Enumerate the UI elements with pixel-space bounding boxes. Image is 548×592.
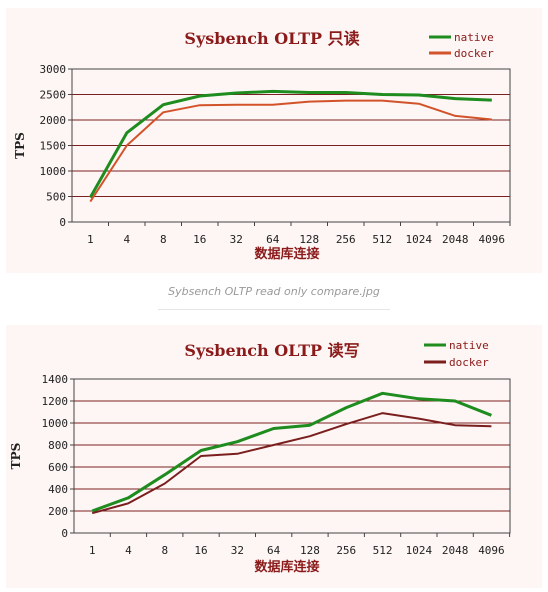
- x-tick-label: 256: [336, 233, 356, 246]
- y-tick-label: 500: [46, 191, 66, 204]
- legend-label-native: native: [449, 339, 489, 352]
- x-tick-label: 4: [125, 544, 132, 557]
- x-tick-label: 512: [373, 544, 393, 557]
- x-tick-label: 4096: [478, 544, 505, 557]
- legend-label-native: native: [454, 31, 494, 44]
- x-tick-label: 128: [299, 233, 319, 246]
- y-tick-label: 3000: [40, 63, 67, 76]
- x-tick-label: 1024: [406, 233, 433, 246]
- chart-title: Sysbench OLTP 读写: [184, 341, 359, 360]
- x-tick-label: 32: [231, 544, 244, 557]
- x-axis-label: 数据库连接: [254, 559, 319, 575]
- x-tick-label: 32: [230, 233, 243, 246]
- y-tick-label: 2000: [40, 114, 67, 127]
- chart-panel-read-only: Sysbench OLTP 只读 native docker 0 500 1000 1500…: [6, 8, 542, 273]
- y-tick-label: 600: [48, 461, 68, 474]
- legend-label-docker: docker: [449, 356, 489, 369]
- y-tick-label: 1000: [42, 417, 69, 430]
- x-tick-label: 2048: [442, 233, 469, 246]
- series-line-native: [88, 89, 492, 199]
- caption-divider: [158, 309, 390, 310]
- y-axis-label: TPS: [9, 443, 23, 470]
- plot-frame: [73, 378, 511, 534]
- y-tick-label: 0: [59, 216, 66, 229]
- y-tick-label: 1200: [42, 395, 69, 408]
- x-tick-label: 8: [160, 233, 167, 246]
- x-tick-label: 64: [267, 544, 281, 557]
- y-tick-label: 1000: [40, 165, 67, 178]
- x-tick-label: 512: [372, 233, 392, 246]
- chart-read-write: Sysbench OLTP 读写 native docker 0 200 400 600 80…: [9, 339, 511, 575]
- x-tick-label: 128: [300, 544, 320, 557]
- y-tick-label: 1500: [40, 140, 67, 153]
- x-tick-label: 64: [266, 233, 280, 246]
- image-caption: Sybsench OLTP read only compare.jpg: [168, 285, 380, 298]
- chart-read-only: Sysbench OLTP 只读 native docker 0 500 1000 1500…: [13, 29, 511, 262]
- y-tick-label: 400: [48, 483, 68, 496]
- legend-label-docker: docker: [454, 47, 494, 60]
- y-tick-label: 200: [48, 505, 68, 518]
- y-tick-label: 800: [48, 439, 68, 452]
- series-line-docker: [91, 412, 492, 515]
- x-tick-label: 256: [336, 544, 356, 557]
- series-line-docker: [89, 99, 492, 203]
- series-line-native: [91, 391, 492, 513]
- chart-panel-read-write: Sysbench OLTP 读写 native docker 0 200 400 600 80…: [6, 325, 542, 588]
- chart-title: Sysbench OLTP 只读: [184, 29, 359, 48]
- x-tick-label: 8: [161, 544, 168, 557]
- x-axis-label: 数据库连接: [254, 246, 319, 262]
- x-tick-label: 16: [194, 544, 207, 557]
- x-tick-label: 16: [193, 233, 206, 246]
- x-tick-label: 1: [87, 233, 94, 246]
- x-tick-label: 2048: [442, 544, 469, 557]
- y-tick-label: 0: [61, 527, 68, 540]
- x-tick-label: 1024: [406, 544, 433, 557]
- y-tick-label: 2500: [40, 89, 67, 102]
- x-tick-label: 4096: [479, 233, 506, 246]
- y-tick-label: 1400: [42, 373, 69, 386]
- x-tick-label: 4: [123, 233, 130, 246]
- x-tick-label: 1: [89, 544, 96, 557]
- y-axis-label: TPS: [13, 132, 27, 159]
